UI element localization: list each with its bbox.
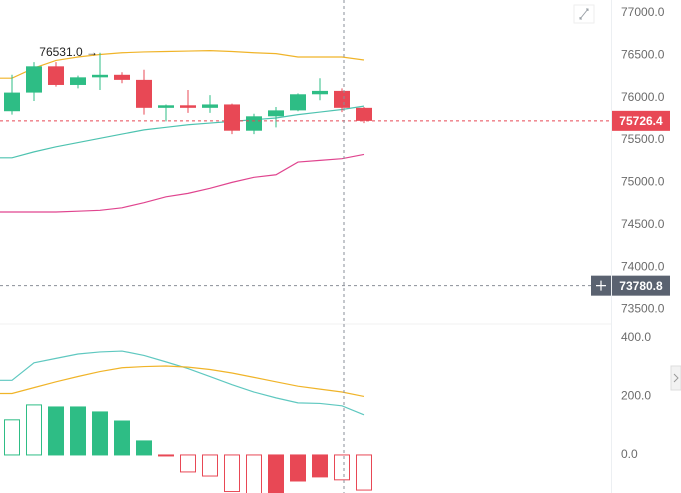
candle-body <box>334 90 350 108</box>
histogram-bar <box>180 454 196 473</box>
histogram-bar <box>268 454 284 493</box>
histogram-bar <box>246 454 262 493</box>
y-tick-label: 75000.0 <box>621 175 665 189</box>
candle-body <box>312 90 328 95</box>
candle-body <box>26 66 42 93</box>
histogram-bar <box>92 411 108 456</box>
histogram-bar <box>158 454 174 457</box>
last-price-box <box>612 110 670 131</box>
price-pane <box>0 50 372 213</box>
crosshair-label: 73780.8 <box>619 279 663 293</box>
max-label: 76531.0 → <box>39 45 98 59</box>
candle-body <box>136 79 152 108</box>
histogram-bar <box>334 454 350 481</box>
histogram-bar <box>202 454 218 477</box>
histogram-bar <box>48 406 64 456</box>
histogram-bar <box>26 404 42 456</box>
band-line <box>0 50 365 79</box>
indicator-line <box>0 365 365 398</box>
y-tick-label: 73500.0 <box>621 302 665 316</box>
band-line <box>0 105 365 159</box>
histogram-bar <box>4 419 20 456</box>
y-tick-label: 0.0 <box>621 447 638 461</box>
histogram-bar <box>114 420 130 456</box>
candle-body <box>180 105 196 108</box>
indicator-pane <box>0 350 372 493</box>
expand-icon[interactable] <box>573 4 595 24</box>
side-tab[interactable] <box>670 365 681 391</box>
histogram-bar <box>356 454 372 491</box>
histogram-bar <box>70 406 86 456</box>
candle-body <box>92 74 108 78</box>
candle-body <box>268 110 284 117</box>
candle-body <box>224 104 240 131</box>
y-tick-label: 74000.0 <box>621 259 665 273</box>
y-tick-label: 75500.0 <box>621 132 665 146</box>
band-line <box>0 153 365 213</box>
candle-body <box>114 74 130 80</box>
y-tick-label: 400.0 <box>621 330 651 344</box>
candle-body <box>70 77 86 85</box>
y-tick-label: 77000.0 <box>621 5 665 19</box>
candle-body <box>202 104 218 108</box>
histogram-bar <box>290 454 306 482</box>
indicator-line <box>0 350 365 416</box>
histogram-bar <box>224 454 240 493</box>
y-tick-label: 200.0 <box>621 389 651 403</box>
candle-body <box>48 66 64 85</box>
candle-body <box>158 105 174 108</box>
candle-body <box>290 94 306 111</box>
last-price-label: 75726.4 <box>619 114 663 128</box>
add-icon <box>596 280 606 291</box>
y-tick-label: 74500.0 <box>621 217 665 231</box>
candle-body <box>356 107 372 121</box>
histogram-bar <box>312 454 328 478</box>
histogram-bar <box>136 440 152 456</box>
candle-body <box>246 116 262 131</box>
y-tick-label: 76500.0 <box>621 47 665 61</box>
y-tick-label: 76000.0 <box>621 90 665 104</box>
candle-body <box>4 92 20 112</box>
crosshair-box <box>612 275 670 296</box>
